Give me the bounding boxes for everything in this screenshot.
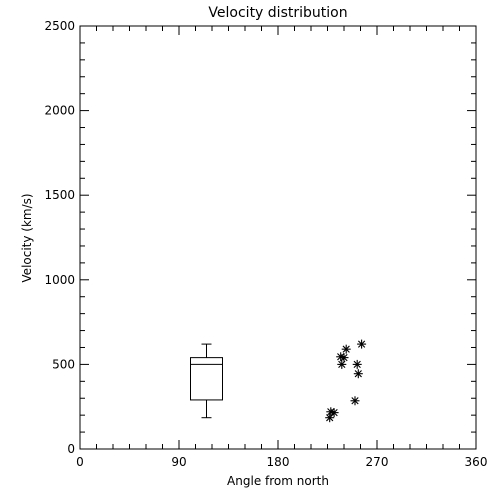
data-point bbox=[350, 396, 360, 406]
x-axis-label: Angle from north bbox=[227, 474, 329, 488]
y-tick-label: 2000 bbox=[44, 104, 75, 118]
x-tick-label: 270 bbox=[366, 455, 389, 469]
x-tick-label: 90 bbox=[171, 455, 186, 469]
y-tick-label: 2500 bbox=[44, 19, 75, 33]
y-axis-label: Velocity (km/s) bbox=[20, 193, 34, 282]
boxplot bbox=[190, 343, 223, 419]
y-tick-label: 500 bbox=[52, 357, 75, 371]
x-tick-label: 360 bbox=[465, 455, 488, 469]
y-tick-label: 1000 bbox=[44, 273, 75, 287]
y-tick-label: 0 bbox=[67, 442, 75, 456]
data-point bbox=[352, 359, 362, 369]
data-point bbox=[337, 359, 347, 369]
data-points bbox=[325, 339, 367, 423]
data-point bbox=[341, 344, 351, 354]
x-tick-label: 0 bbox=[76, 455, 84, 469]
x-tick-label: 180 bbox=[267, 455, 290, 469]
axis-tick-labels: 0 90 180 270 360 0 500 1000 1500 2000 2500 bbox=[44, 19, 487, 469]
axis-ticks bbox=[79, 25, 477, 450]
data-point bbox=[357, 339, 367, 349]
chart-title: Velocity distribution bbox=[208, 5, 347, 21]
plot-frame bbox=[79, 25, 477, 450]
data-point bbox=[339, 353, 349, 363]
data-point bbox=[329, 408, 339, 418]
y-tick-label: 1500 bbox=[44, 188, 75, 202]
data-point bbox=[353, 369, 363, 379]
